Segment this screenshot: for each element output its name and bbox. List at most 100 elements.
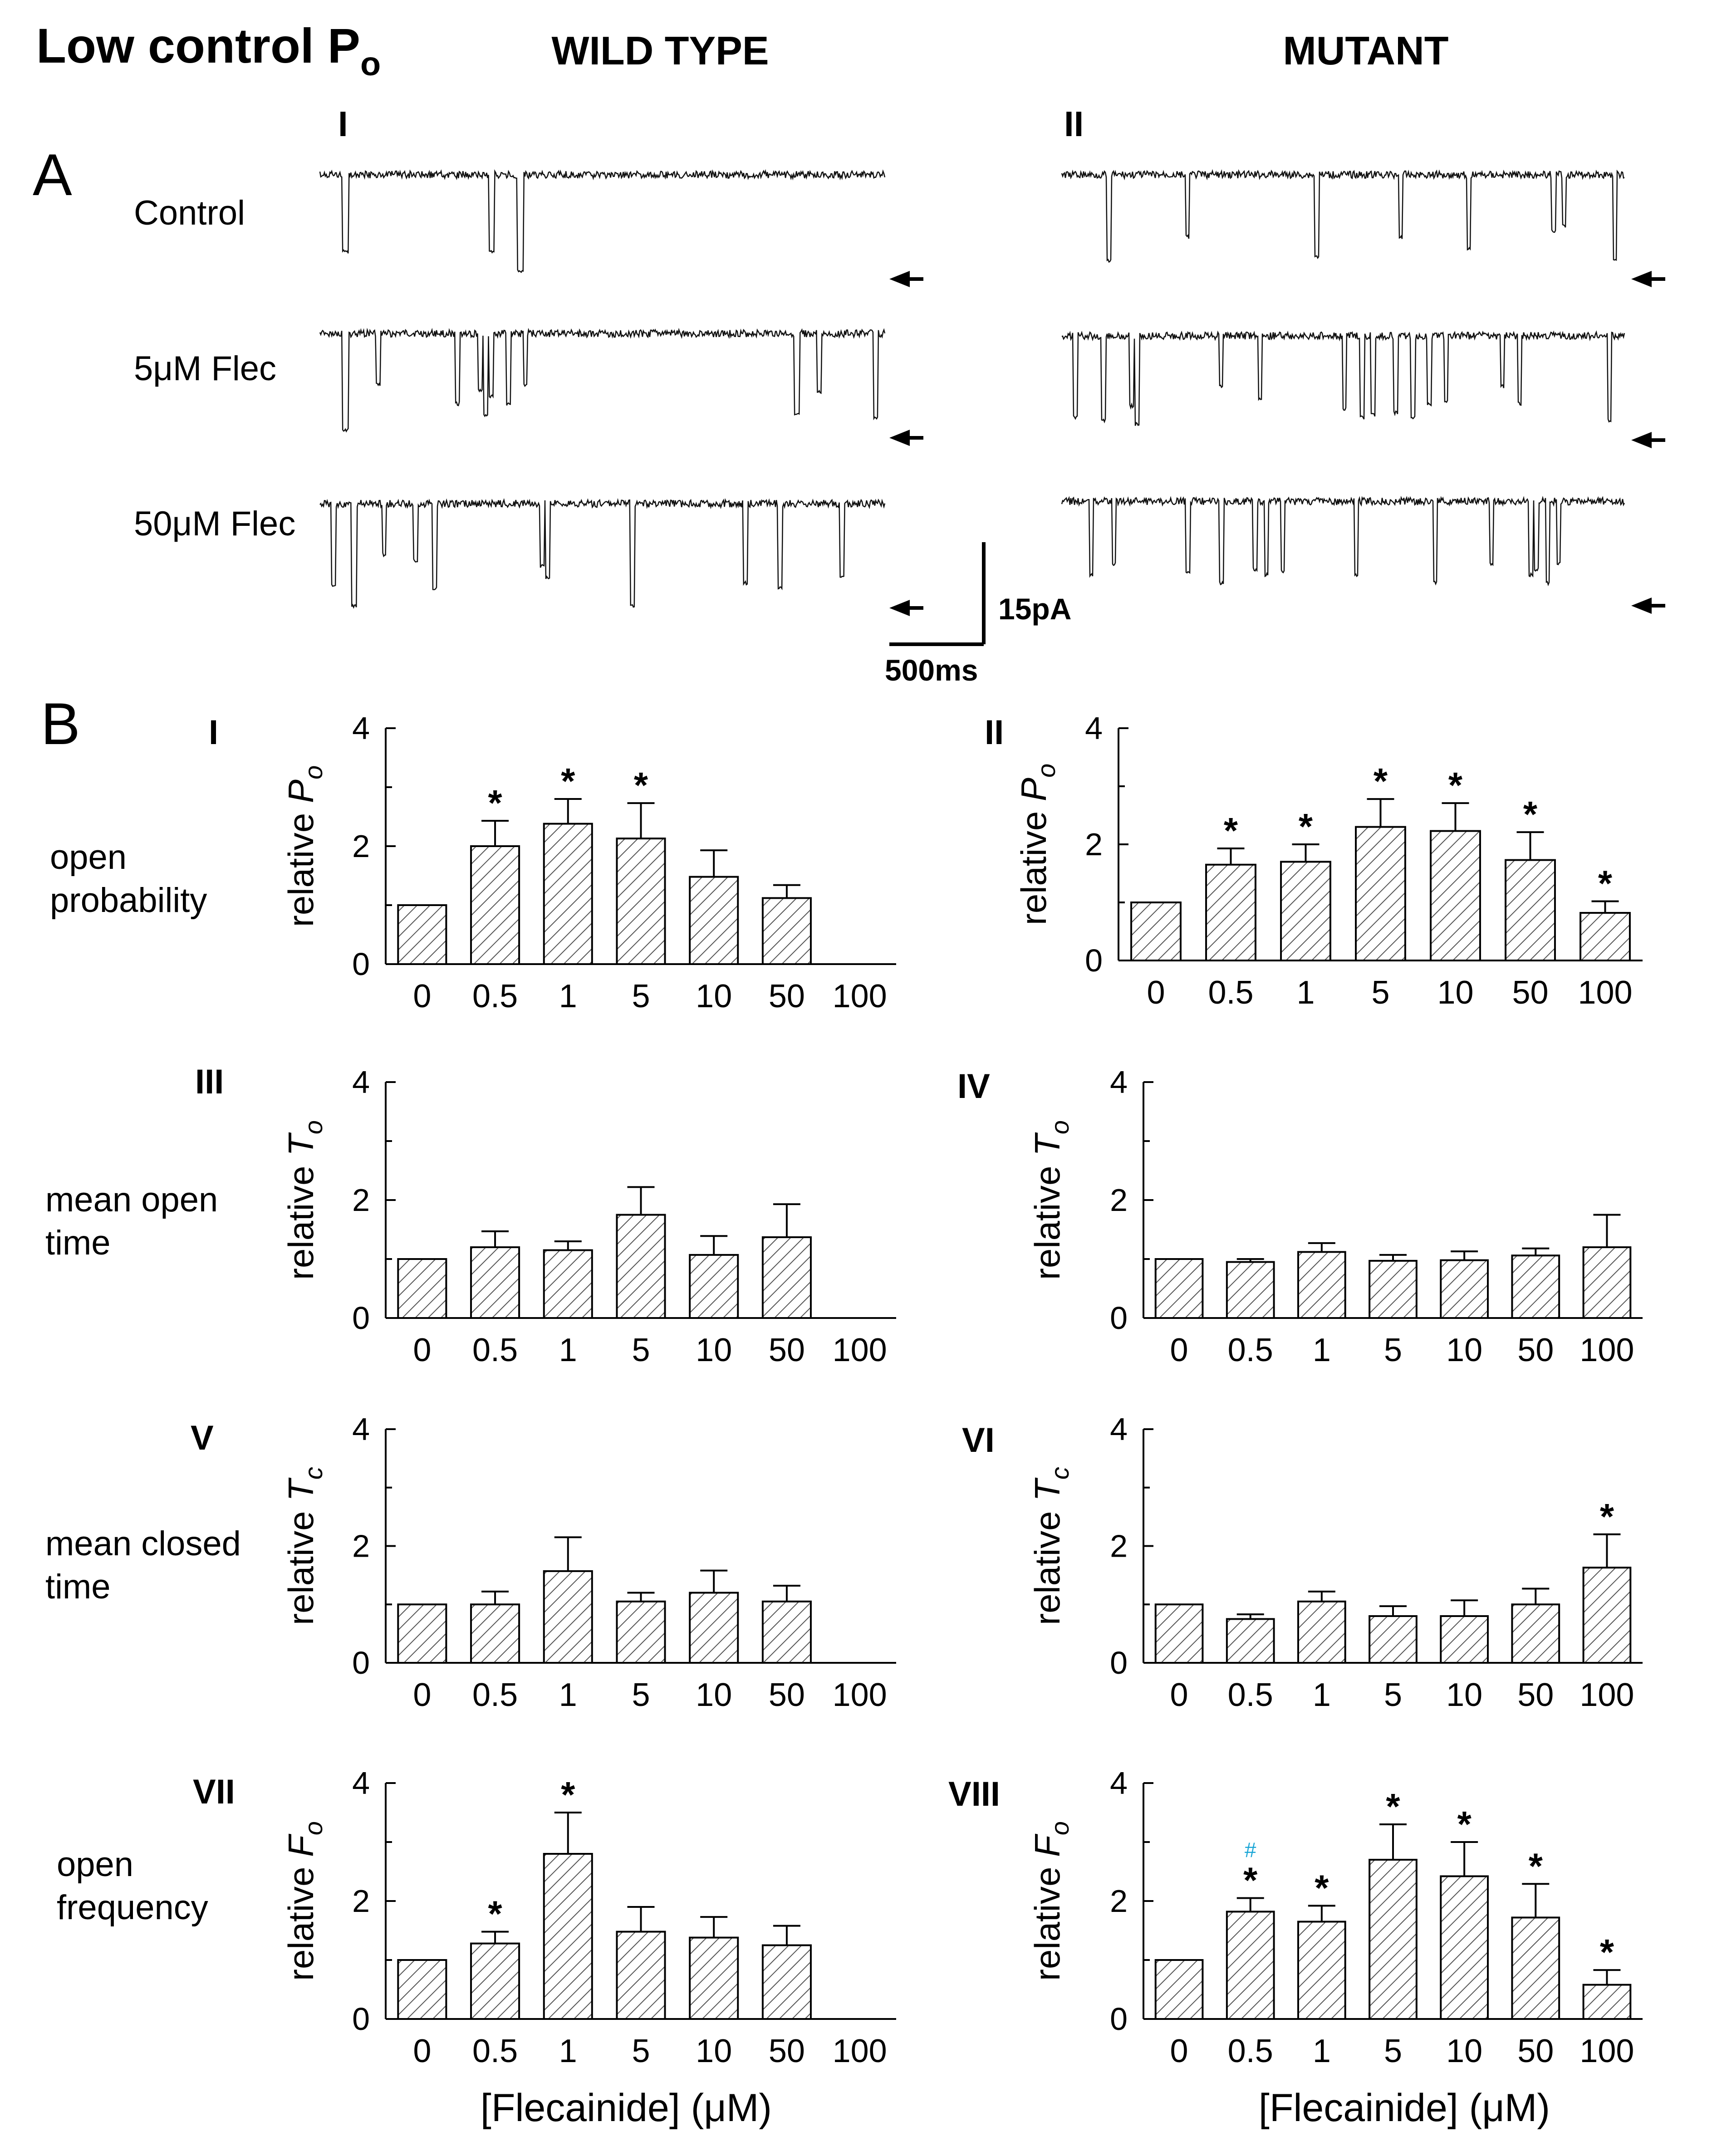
y-tick-label: 2 xyxy=(1110,1182,1128,1218)
y-axis-label: relative Po xyxy=(1014,764,1060,925)
x-tick-label: 10 xyxy=(1437,975,1473,1011)
closed-level-arrow xyxy=(889,271,923,287)
y-tick-label: 4 xyxy=(1110,1411,1128,1447)
closed-level-arrow xyxy=(1631,432,1665,448)
row-label-open-probability-line1: open xyxy=(50,838,127,877)
y-tick-label: 0 xyxy=(1110,1300,1128,1336)
bar xyxy=(1154,1258,1204,1319)
significance-marker: * xyxy=(561,761,575,801)
bar xyxy=(761,1600,812,1664)
current-trace-wt-0 xyxy=(319,169,886,273)
x-tick-label: 0.5 xyxy=(472,1677,518,1713)
bar xyxy=(397,1258,447,1319)
row-label-mean-closed-time: mean closed time xyxy=(45,1524,250,1606)
x-tick-label: 1 xyxy=(1296,975,1315,1011)
y-tick-label: 0 xyxy=(352,2001,370,2037)
y-tick-label: 0 xyxy=(352,946,370,982)
row-label-open-frequency: open frequency xyxy=(57,1845,208,1927)
y-axis-label-subscript: o xyxy=(1045,1821,1074,1835)
x-tick-label: 50 xyxy=(769,1677,805,1713)
bar xyxy=(1297,1600,1346,1664)
trace-column-label-wt: I xyxy=(338,104,348,144)
row-label-open-probability: open probability xyxy=(50,838,207,920)
x-tick-label: 5 xyxy=(1384,1677,1402,1713)
bar xyxy=(1582,1567,1632,1664)
x-tick-label: 100 xyxy=(1580,2033,1634,2069)
current-traces xyxy=(319,169,1625,609)
y-tick-label: 2 xyxy=(1110,1883,1128,1919)
y-axis-label-subscript: o xyxy=(299,1821,328,1835)
chart-roman-label: VIII xyxy=(948,1775,1000,1813)
current-trace-wt-1 xyxy=(319,328,886,433)
y-tick-label: 2 xyxy=(352,1182,370,1218)
x-tick-label: 5 xyxy=(1371,975,1389,1011)
row-label-mean-open-time-line1: mean open xyxy=(45,1181,218,1219)
x-tick-label: 0.5 xyxy=(1228,1332,1273,1368)
y-axis-label: relative Tc xyxy=(1027,1467,1074,1625)
chart-v: V 0 2 4 relative Tc 0 0.5 1 5 10 50 100 xyxy=(191,1411,896,1713)
significance-marker: * xyxy=(488,1894,503,1934)
x-tick-label: 1 xyxy=(1313,1332,1331,1368)
bar xyxy=(1297,1251,1346,1319)
bar xyxy=(1280,861,1331,962)
y-axis-label-symbol: T xyxy=(281,1477,321,1501)
y-axis-label: relative Tc xyxy=(281,1467,328,1625)
y-tick-label: 2 xyxy=(352,1883,370,1919)
y-axis-label-prefix: relative xyxy=(281,803,321,927)
chart-i: I 0 2 4 relative Po 0 0.5 * 1 * 5 * 10 50 100 xyxy=(209,710,896,1014)
bar xyxy=(1154,1959,1204,2020)
x-tick-label: 1 xyxy=(559,1332,577,1368)
bar xyxy=(616,1600,666,1664)
y-axis-label-prefix: relative xyxy=(281,1857,321,1981)
bar xyxy=(616,1214,666,1319)
x-tick-label: 5 xyxy=(632,978,650,1014)
significance-marker: * xyxy=(1315,1867,1329,1908)
closed-level-arrow xyxy=(889,600,923,616)
y-tick-label: 4 xyxy=(352,1064,370,1100)
bar xyxy=(470,1603,520,1664)
x-tick-label: 100 xyxy=(833,2033,887,2069)
trace-row-label-50um: 50μM Flec xyxy=(134,505,295,543)
y-axis-label-subscript: c xyxy=(1045,1467,1074,1480)
trace-row-label-5um: 5μM Flec xyxy=(134,349,276,388)
x-tick-label: 1 xyxy=(559,1677,577,1713)
bar xyxy=(761,1236,812,1319)
x-tick-label: 10 xyxy=(1446,2033,1482,2069)
x-tick-label: 0 xyxy=(413,978,431,1014)
x-tick-label: 0 xyxy=(1170,1677,1188,1713)
bar xyxy=(616,1931,666,2020)
bar xyxy=(1580,912,1631,962)
significance-marker: * xyxy=(1529,1846,1543,1886)
y-tick-label: 4 xyxy=(1110,1064,1128,1100)
bar xyxy=(1511,1603,1560,1664)
bar xyxy=(689,1936,739,2020)
chart-ii: II 0 2 4 relative Po 0 0.5 * 1 * 5 * 10 * 50 * 100 * xyxy=(985,710,1643,1011)
chart-roman-label: V xyxy=(191,1419,214,1457)
hash-marker: # xyxy=(1245,1838,1256,1862)
x-tick-label: 50 xyxy=(769,2033,805,2069)
x-tick-label: 10 xyxy=(1446,1677,1482,1713)
bar xyxy=(1430,830,1481,962)
x-tick-label: 10 xyxy=(696,2033,732,2069)
bar xyxy=(543,1570,593,1664)
chart-roman-label: III xyxy=(195,1063,224,1101)
x-tick-label: 0.5 xyxy=(1228,1677,1273,1713)
bar xyxy=(1511,1916,1560,2020)
bar xyxy=(1205,863,1256,962)
significance-marker: * xyxy=(1448,765,1463,805)
significance-marker: * xyxy=(1299,806,1313,847)
y-tick-label: 4 xyxy=(352,710,370,746)
figure-title: Low control Po xyxy=(36,18,381,83)
scale-bar: 15pA 500ms xyxy=(885,542,1071,687)
significance-marker: * xyxy=(1386,1786,1400,1827)
significance-marker: * xyxy=(561,1774,575,1815)
y-axis-label-prefix: relative xyxy=(281,1156,321,1280)
current-trace-mut-1 xyxy=(1061,330,1625,426)
y-axis-label-symbol: F xyxy=(1027,1833,1067,1857)
bar xyxy=(616,838,666,965)
x-tick-label: 1 xyxy=(1313,1677,1331,1713)
closed-level-arrows xyxy=(889,271,1665,616)
row-label-mean-open-time: mean open time xyxy=(45,1181,227,1262)
